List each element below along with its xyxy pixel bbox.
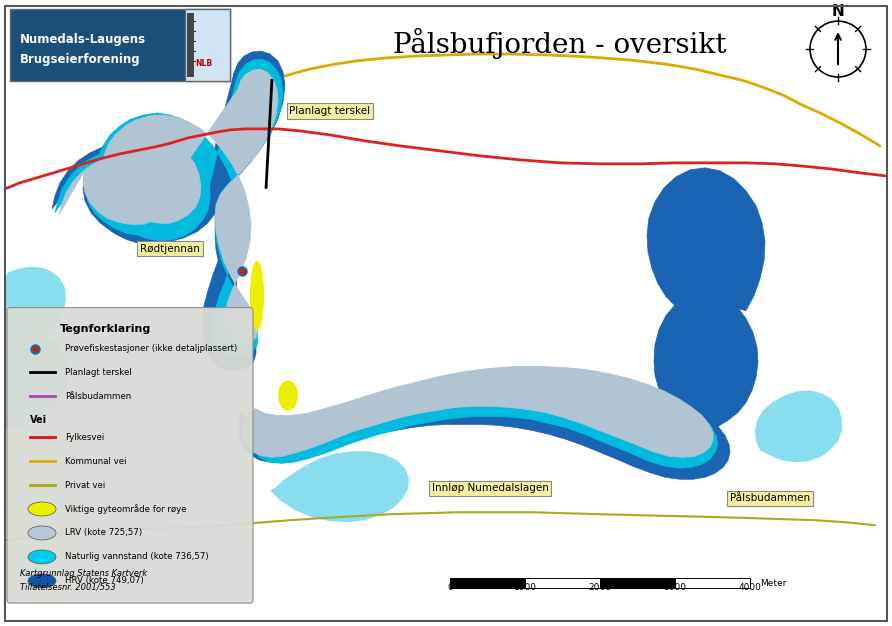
Text: Planlagt terskel: Planlagt terskel <box>65 368 132 377</box>
Text: 4000: 4000 <box>739 583 762 592</box>
Bar <box>600 578 675 588</box>
Polygon shape <box>755 391 842 462</box>
Text: Meter: Meter <box>760 578 787 588</box>
Ellipse shape <box>28 574 56 588</box>
Text: 0: 0 <box>447 583 453 592</box>
Text: N: N <box>831 4 845 19</box>
Bar <box>675 578 750 588</box>
FancyBboxPatch shape <box>10 9 230 81</box>
Text: 2000: 2000 <box>589 583 611 592</box>
Polygon shape <box>239 372 730 480</box>
Polygon shape <box>52 140 222 243</box>
FancyBboxPatch shape <box>7 307 253 603</box>
Polygon shape <box>89 51 285 371</box>
Text: Pålsbudammen: Pålsbudammen <box>65 392 131 401</box>
Ellipse shape <box>28 502 56 516</box>
Polygon shape <box>654 292 758 426</box>
Text: Tegnforklaring: Tegnforklaring <box>60 324 152 334</box>
Ellipse shape <box>28 526 56 540</box>
Text: Vei: Vei <box>30 416 47 426</box>
Polygon shape <box>59 154 181 225</box>
Text: Pålsbudammen: Pålsbudammen <box>730 493 810 503</box>
Ellipse shape <box>28 550 56 564</box>
Text: Brugseierforening: Brugseierforening <box>20 53 141 66</box>
Text: Kommunal vei: Kommunal vei <box>65 456 127 466</box>
Text: Kartgrunnlag Statens Kartverk: Kartgrunnlag Statens Kartverk <box>20 569 147 578</box>
Text: Viktige gyteområde for røye: Viktige gyteområde for røye <box>65 504 186 514</box>
Polygon shape <box>270 451 409 522</box>
Polygon shape <box>5 329 70 430</box>
Polygon shape <box>103 69 278 344</box>
Text: 3000: 3000 <box>664 583 687 592</box>
Text: Privat vei: Privat vei <box>65 481 105 490</box>
Text: Numedals-Laugens: Numedals-Laugens <box>20 33 146 46</box>
Ellipse shape <box>250 260 264 331</box>
Text: NLB: NLB <box>195 58 212 68</box>
Ellipse shape <box>278 381 298 411</box>
Text: Pålsbufjorden - oversikt: Pålsbufjorden - oversikt <box>393 28 727 59</box>
Polygon shape <box>242 366 713 458</box>
Text: Rødtjennan: Rødtjennan <box>140 244 200 254</box>
Polygon shape <box>55 148 199 236</box>
Text: LRV (kote 725,57): LRV (kote 725,57) <box>65 528 142 538</box>
FancyBboxPatch shape <box>185 9 230 81</box>
Text: HRV (kote 749,07): HRV (kote 749,07) <box>65 577 144 585</box>
Text: 1000: 1000 <box>514 583 536 592</box>
Text: Tillatelsesnr. 2001/553: Tillatelsesnr. 2001/553 <box>20 582 116 591</box>
Bar <box>525 578 600 588</box>
Polygon shape <box>647 168 765 317</box>
Text: Planlagt terskel: Planlagt terskel <box>289 106 370 116</box>
Polygon shape <box>97 59 283 357</box>
Text: Fylkesvei: Fylkesvei <box>65 433 104 442</box>
Text: Naturlig vannstand (kote 736,57): Naturlig vannstand (kote 736,57) <box>65 552 209 562</box>
Polygon shape <box>247 367 718 468</box>
Polygon shape <box>5 267 66 351</box>
Bar <box>450 578 525 588</box>
Text: Innløp Numedalslagen: Innløp Numedalslagen <box>432 483 549 493</box>
Text: Prøvefiskestasjoner (ikke detaljplassert): Prøvefiskestasjoner (ikke detaljplassert… <box>65 344 237 353</box>
